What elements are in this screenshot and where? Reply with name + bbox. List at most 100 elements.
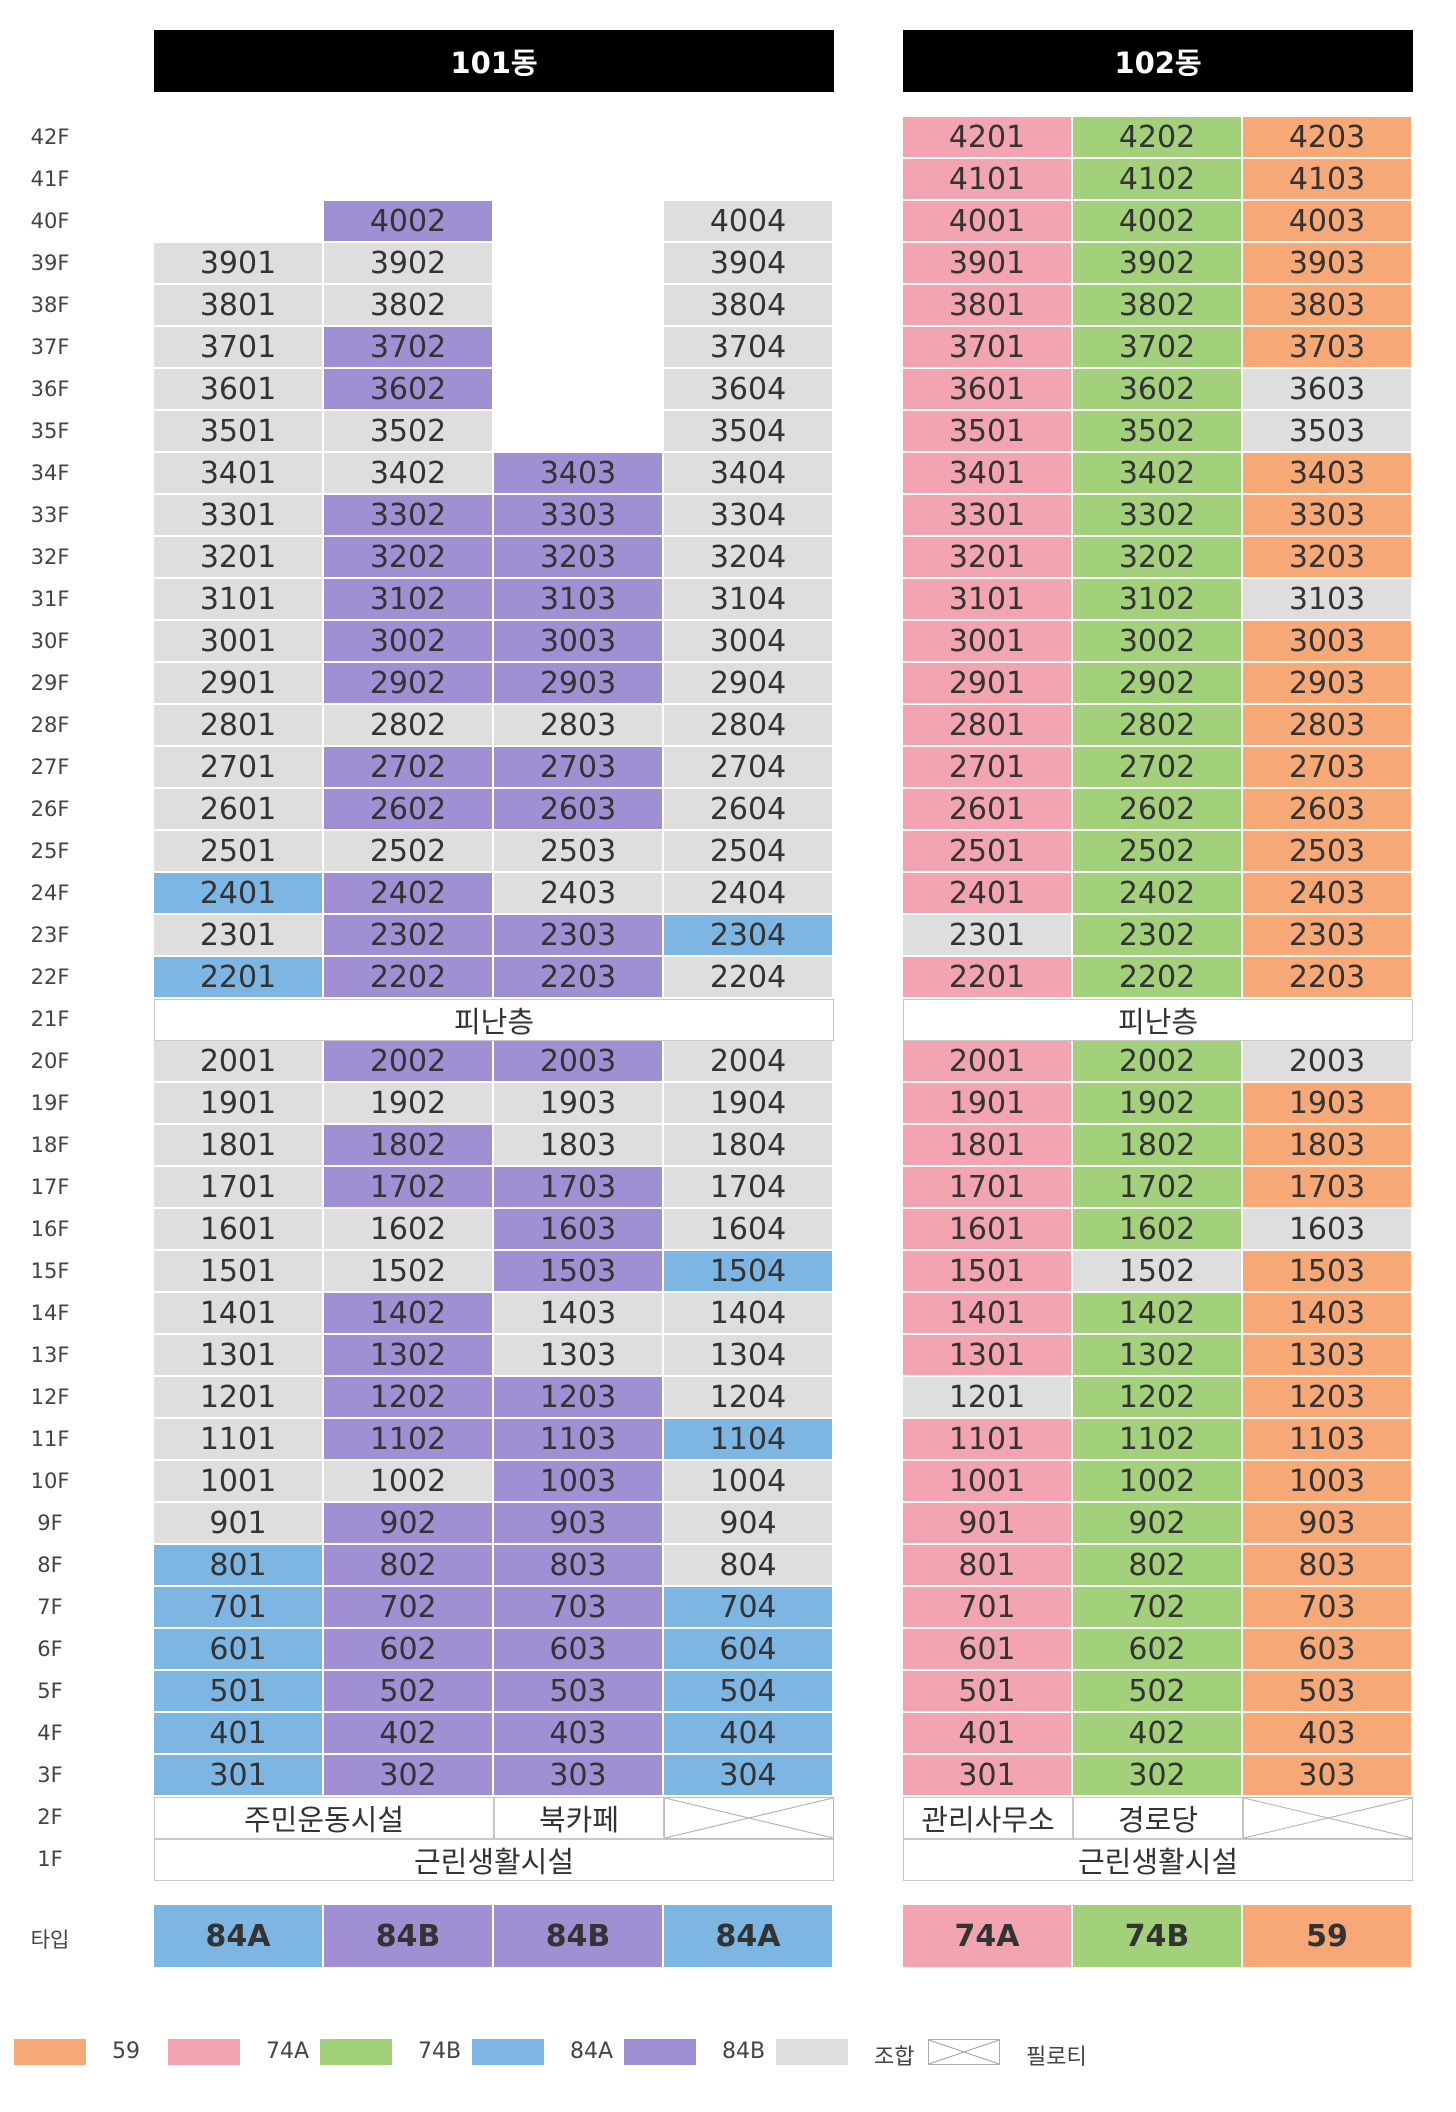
unit-cell: 2703 (494, 747, 664, 789)
unit-cell: 3002 (1073, 621, 1243, 663)
unit-cell: 2502 (1073, 831, 1243, 873)
unit-cell: 4201 (903, 117, 1073, 159)
unit-cell: 1601 (154, 1209, 324, 1251)
unit-cell: 302 (324, 1755, 494, 1797)
floor-label: 15F (30, 1259, 70, 1283)
floor-label: 42F (30, 125, 70, 149)
unit-cell: 1504 (664, 1251, 834, 1293)
unit-cell: 3003 (1243, 621, 1413, 663)
unit-cell: 3201 (903, 537, 1073, 579)
unit-cell: 2403 (494, 873, 664, 915)
floor-label: 7F (37, 1595, 63, 1619)
unit-cell: 601 (903, 1629, 1073, 1671)
floor-label: 18F (30, 1133, 70, 1157)
unit-cell: 1102 (324, 1419, 494, 1461)
floor-label: 5F (37, 1679, 63, 1703)
unit-cell: 1403 (1243, 1293, 1413, 1335)
floor-label: 33F (30, 503, 70, 527)
unit-cell: 1201 (154, 1377, 324, 1419)
unit-cell: 704 (664, 1587, 834, 1629)
unit-cell: 1802 (1073, 1125, 1243, 1167)
unit-cell: 1602 (324, 1209, 494, 1251)
unit-cell: 904 (664, 1503, 834, 1545)
unit-cell: 1103 (494, 1419, 664, 1461)
pilotis-cell (1243, 1797, 1413, 1839)
legend-swatch (776, 2039, 848, 2065)
unit-cell: 1604 (664, 1209, 834, 1251)
legend-swatch (168, 2039, 240, 2065)
floor-label: 40F (30, 209, 70, 233)
unit-cell: 502 (1073, 1671, 1243, 1713)
unit-cell: 1402 (1073, 1293, 1243, 1335)
unit-cell: 1702 (1073, 1167, 1243, 1209)
unit-cell: 1303 (494, 1335, 664, 1377)
unit-cell: 2404 (664, 873, 834, 915)
unit-cell: 2801 (154, 705, 324, 747)
unit-cell: 2501 (903, 831, 1073, 873)
unit-cell: 1101 (154, 1419, 324, 1461)
unit-cell: 1204 (664, 1377, 834, 1419)
facility-bookcafe: 북카페 (494, 1797, 664, 1839)
unit-cell: 2203 (1243, 957, 1413, 999)
unit-cell: 4203 (1243, 117, 1413, 159)
unit-cell: 2801 (903, 705, 1073, 747)
unit-cell: 3504 (664, 411, 834, 453)
unit-cell: 2802 (324, 705, 494, 747)
legend-swatch (14, 2039, 86, 2065)
floor-label: 31F (30, 587, 70, 611)
floor-label: 38F (30, 293, 70, 317)
legend-label: 조합 (874, 2045, 915, 2070)
unit-cell: 3301 (154, 495, 324, 537)
unit-cell: 401 (903, 1713, 1073, 1755)
facility-fitness: 주민운동시설 (154, 1797, 494, 1839)
unit-cell: 804 (664, 1545, 834, 1587)
unit-cell: 3401 (903, 453, 1073, 495)
legend-swatch (624, 2039, 696, 2065)
unit-cell: 2601 (154, 789, 324, 831)
unit-cell: 1703 (1243, 1167, 1413, 1209)
unit-cell: 3604 (664, 369, 834, 411)
unit-cell: 1402 (324, 1293, 494, 1335)
unit-cell: 903 (494, 1503, 664, 1545)
unit-cell: 1001 (154, 1461, 324, 1503)
unit-cell: 1002 (324, 1461, 494, 1503)
unit-cell: 1502 (1073, 1251, 1243, 1293)
unit-cell: 4002 (1073, 201, 1243, 243)
floor-label: 25F (30, 839, 70, 863)
unit-cell: 3601 (154, 369, 324, 411)
unit-cell: 1901 (154, 1083, 324, 1125)
unit-cell: 2504 (664, 831, 834, 873)
unit-cell: 303 (1243, 1755, 1413, 1797)
floor-label: 26F (30, 797, 70, 821)
unit-cell: 2902 (324, 663, 494, 705)
unit-cell: 3002 (324, 621, 494, 663)
unit-cell: 3802 (324, 285, 494, 327)
floor-label: 4F (37, 1721, 63, 1745)
unit-cell: 2201 (154, 957, 324, 999)
unit-cell: 3203 (494, 537, 664, 579)
facility-commercial: 근린생활시설 (154, 1839, 834, 1881)
unit-cell: 4001 (903, 201, 1073, 243)
unit-cell: 2502 (324, 831, 494, 873)
unit-cell: 3903 (1243, 243, 1413, 285)
unit-cell: 2003 (494, 1041, 664, 1083)
unit-cell: 1803 (1243, 1125, 1413, 1167)
unit-cell: 901 (154, 1503, 324, 1545)
unit-cell: 2702 (324, 747, 494, 789)
unit-cell: 3801 (903, 285, 1073, 327)
unit-cell: 2403 (1243, 873, 1413, 915)
unit-cell: 603 (1243, 1629, 1413, 1671)
legend-swatch (472, 2039, 544, 2065)
floor-label: 32F (30, 545, 70, 569)
unit-cell: 1901 (903, 1083, 1073, 1125)
unit-cell: 3302 (324, 495, 494, 537)
unit-cell: 1002 (1073, 1461, 1243, 1503)
unit-cell: 4004 (664, 201, 834, 243)
unit-cell: 3204 (664, 537, 834, 579)
floor-label: 41F (30, 167, 70, 191)
unit-cell: 1602 (1073, 1209, 1243, 1251)
unit-cell: 1701 (154, 1167, 324, 1209)
unit-cell: 3103 (1243, 579, 1413, 621)
type-cell: 84A (664, 1905, 834, 1967)
unit-cell: 1502 (324, 1251, 494, 1293)
